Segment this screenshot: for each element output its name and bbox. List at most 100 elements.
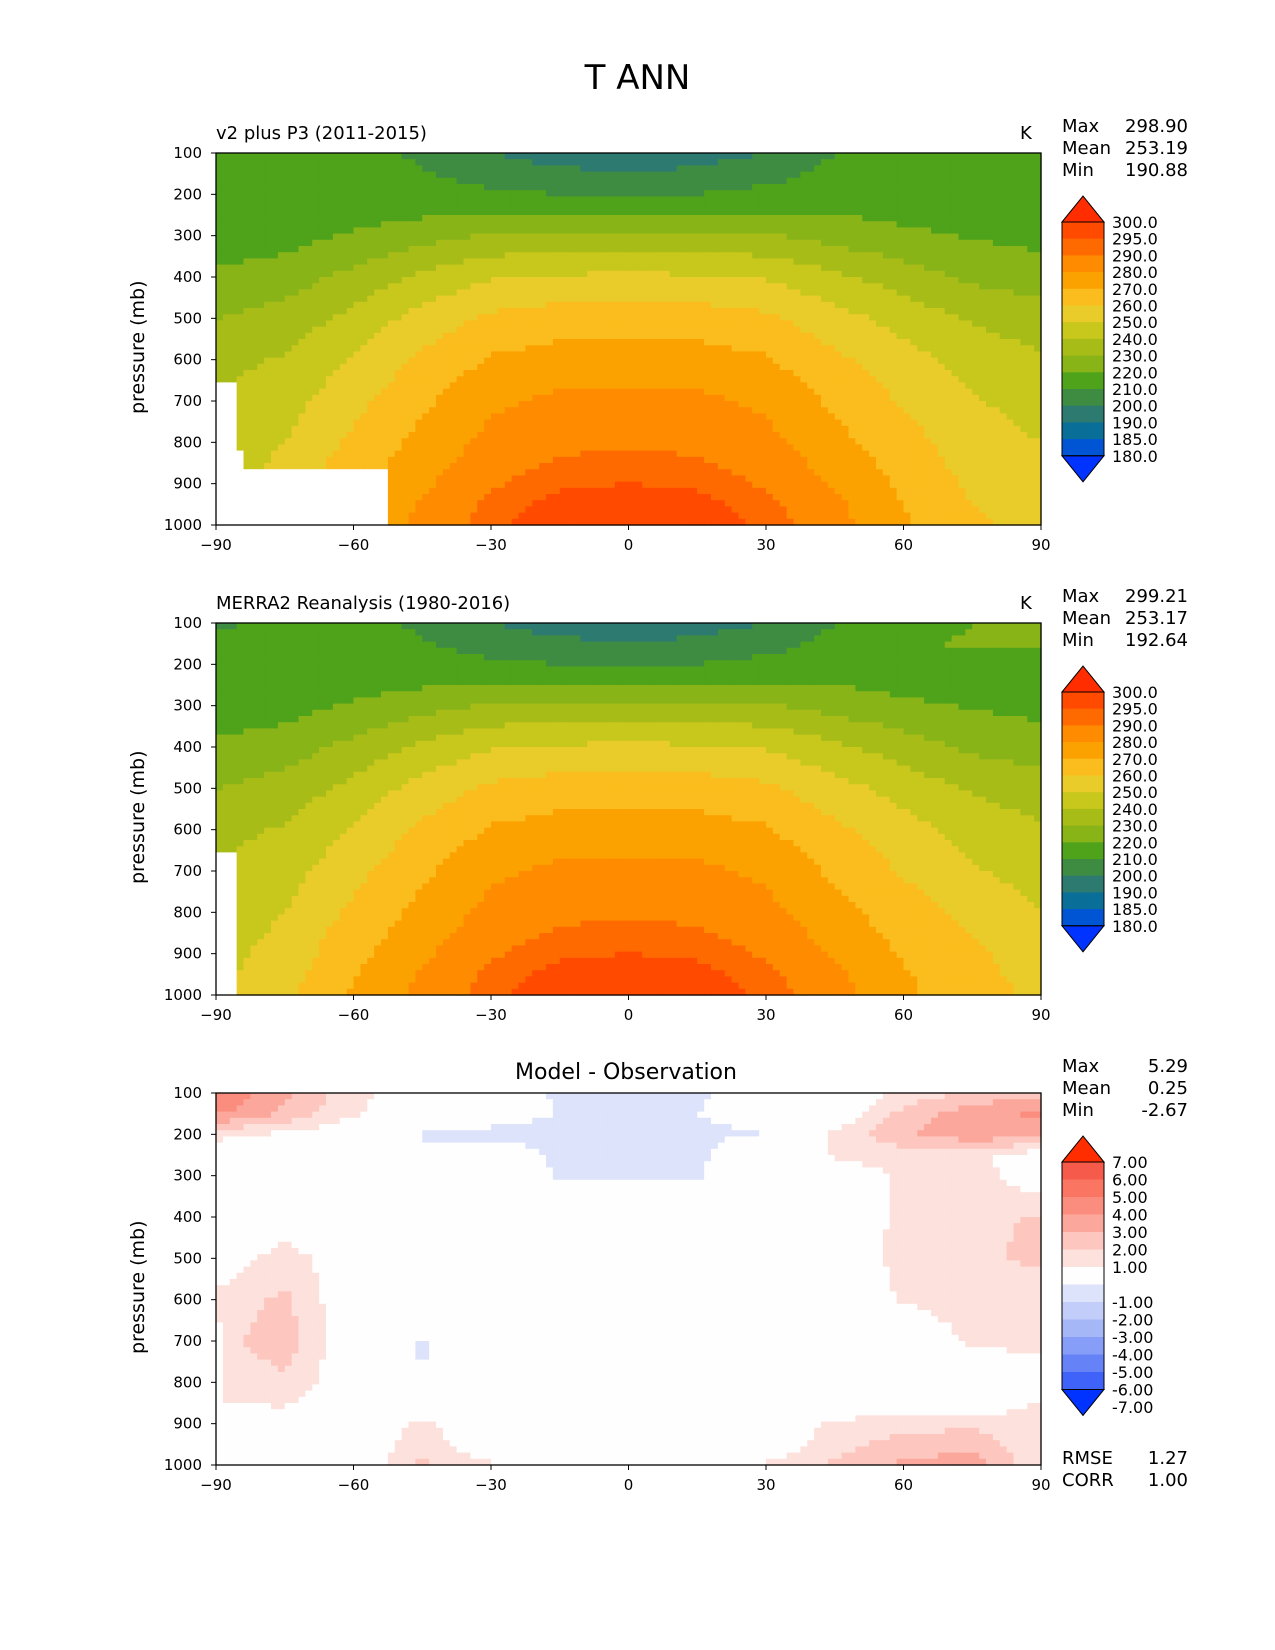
field-cell [992,394,1001,402]
field-cell [408,308,416,315]
field-cell [862,165,870,173]
field-cell [422,159,430,166]
field-cell [752,357,760,365]
field-cell [937,388,946,396]
field-cell [229,215,238,222]
field-cell [1006,308,1015,315]
field-cell [896,227,905,235]
field-cell [360,264,368,272]
field-cell [222,394,231,402]
field-cell [621,332,630,340]
field-cell [642,227,650,235]
field-cell [869,308,877,315]
field-cell [532,407,540,414]
field-cell [924,283,932,290]
field-cell [257,202,265,210]
field-cell [456,326,465,334]
field-cell [683,264,691,272]
field-cell [381,196,389,204]
field-cell [573,314,581,321]
field-cell [1013,202,1021,210]
field-cell [924,314,932,321]
field-cell [360,252,368,259]
field-cell [910,215,918,222]
field-cell [683,401,691,408]
field-cell [821,277,829,284]
field-cell [449,339,458,346]
field-cell [360,270,368,278]
field-cell [807,227,815,235]
field-cell [752,239,760,247]
field-cell [339,289,348,297]
field-cell [662,258,671,266]
field-cell [834,283,843,290]
field-cell [511,202,520,210]
field-cell [463,295,471,303]
field-cell [924,351,932,359]
field-cell [229,202,238,210]
field-cell [807,246,815,253]
field-cell [614,332,623,340]
field-cell [326,165,334,173]
field-cell [518,277,526,284]
field-cell [944,177,953,185]
field-cell [614,165,623,173]
field-cell [889,289,898,297]
field-cell [958,370,966,377]
field-cell [264,301,272,309]
field-cell [669,394,678,402]
field-cell [745,246,753,253]
field-cell [986,345,994,352]
field-cell [497,270,506,278]
field-cell [986,401,994,408]
field-cell [669,382,678,390]
field-cell [965,295,973,303]
field-cell [903,351,911,359]
field-cell [992,277,1001,284]
field-cell [772,159,781,166]
field-cell [326,363,334,371]
field-cell [594,171,602,179]
field-cell [594,239,602,247]
field-cell [986,370,994,377]
field-cell [470,289,478,297]
field-cell [800,246,808,253]
field-cell [1020,388,1028,396]
field-cell [319,314,327,321]
field-cell [449,246,458,253]
field-cell [855,394,863,402]
field-cell [614,277,623,284]
field-cell [642,190,650,197]
field-cell [786,345,795,352]
field-cell [408,326,416,334]
field-cell [807,289,815,297]
field-cell [862,258,870,266]
field-cell [339,246,348,253]
field-cell [766,233,774,241]
field-cell [257,345,265,352]
field-cell [546,376,554,383]
field-cell [566,363,575,371]
field-cell [518,258,526,266]
field-cell [470,196,478,204]
field-cell [717,376,726,383]
field-cell [1027,264,1035,272]
field-cell [580,308,588,315]
field-cell [216,270,224,278]
field-cell [910,382,918,390]
field-cell [917,283,925,290]
field-cell [848,177,856,185]
field-cell [594,308,602,315]
field-cell [745,258,753,266]
field-cell [374,184,382,191]
field-cell [566,227,575,235]
field-cell [834,339,843,346]
field-cell [504,401,513,408]
field-cell [546,221,554,228]
field-cell [752,233,760,241]
field-cell [821,159,829,166]
field-cell [360,283,368,290]
field-cell [1013,177,1021,185]
field-cell [917,401,925,408]
field-cell [250,227,258,235]
